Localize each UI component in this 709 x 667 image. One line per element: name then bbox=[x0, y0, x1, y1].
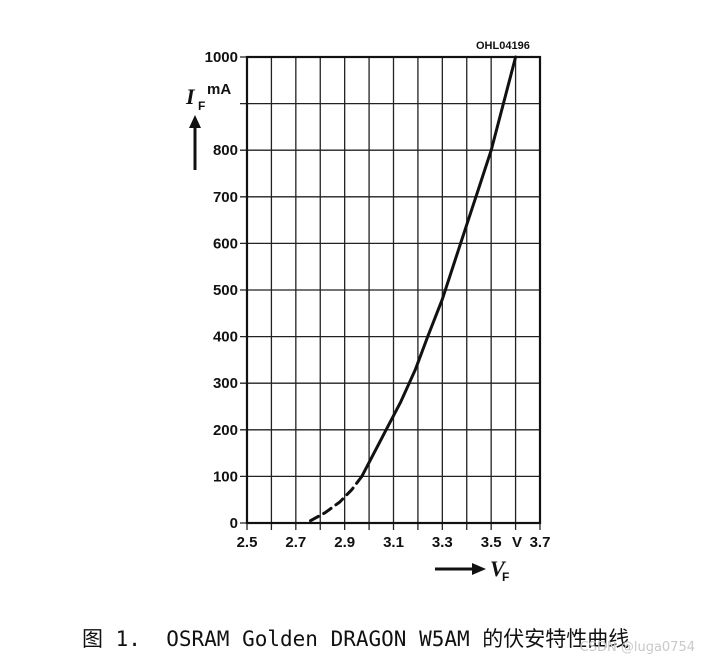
x-axis-subscript: F bbox=[502, 570, 509, 584]
x-tick-labels: 2.5 2.7 2.9 3.1 3.3 3.5 3.7 bbox=[237, 534, 551, 551]
x-tick-label: 3.3 bbox=[432, 534, 453, 551]
series-line-dashed bbox=[309, 474, 364, 523]
series-line-solid bbox=[360, 55, 518, 478]
figure-code-label: OHL04196 bbox=[476, 40, 530, 52]
x-axis-symbol: V bbox=[490, 556, 507, 581]
y-tick-label: 100 bbox=[213, 468, 238, 485]
y-axis-label: I F bbox=[185, 84, 205, 170]
x-axis-label: V F bbox=[435, 556, 509, 584]
y-tick-label: 700 bbox=[213, 189, 238, 206]
y-tick-labels: 0 100 200 300 400 500 600 700 800 1000 bbox=[205, 49, 238, 532]
x-tick-label: 2.5 bbox=[237, 534, 258, 551]
y-tick-label: 600 bbox=[213, 235, 238, 252]
plot-frame bbox=[245, 55, 542, 525]
up-arrow-icon bbox=[189, 115, 201, 170]
x-tick-label: 3.7 bbox=[530, 534, 551, 551]
y-axis-subscript: F bbox=[198, 99, 205, 113]
y-tick-label: 1000 bbox=[205, 49, 238, 66]
y-unit-label: mA bbox=[207, 81, 231, 98]
chart-series-layer bbox=[309, 55, 518, 523]
x-unit-label: V bbox=[512, 534, 522, 551]
watermark: CSDN @luga0754 bbox=[579, 640, 695, 655]
y-tick-label: 200 bbox=[213, 422, 238, 439]
y-axis-symbol: I bbox=[185, 84, 196, 109]
vi-characteristic-chart: 2.5 2.7 2.9 3.1 3.3 3.5 3.7 0 100 200 300 400 500 60… bbox=[185, 40, 551, 584]
x-tick-label: 3.5 bbox=[481, 534, 502, 551]
y-tick-label: 300 bbox=[213, 375, 238, 392]
y-tick-label: 400 bbox=[213, 329, 238, 346]
chart-grid bbox=[240, 55, 542, 530]
right-arrow-icon bbox=[435, 563, 486, 575]
x-tick-label: 3.1 bbox=[383, 534, 404, 551]
y-tick-label: 0 bbox=[230, 515, 238, 532]
x-tick-label: 2.7 bbox=[285, 534, 306, 551]
y-tick-label: 800 bbox=[213, 142, 238, 159]
x-tick-label: 2.9 bbox=[334, 534, 355, 551]
figure-caption: 图 1. OSRAM Golden DRAGON W5AM 的伏安特性曲线 bbox=[82, 627, 630, 651]
y-tick-label: 500 bbox=[213, 282, 238, 299]
